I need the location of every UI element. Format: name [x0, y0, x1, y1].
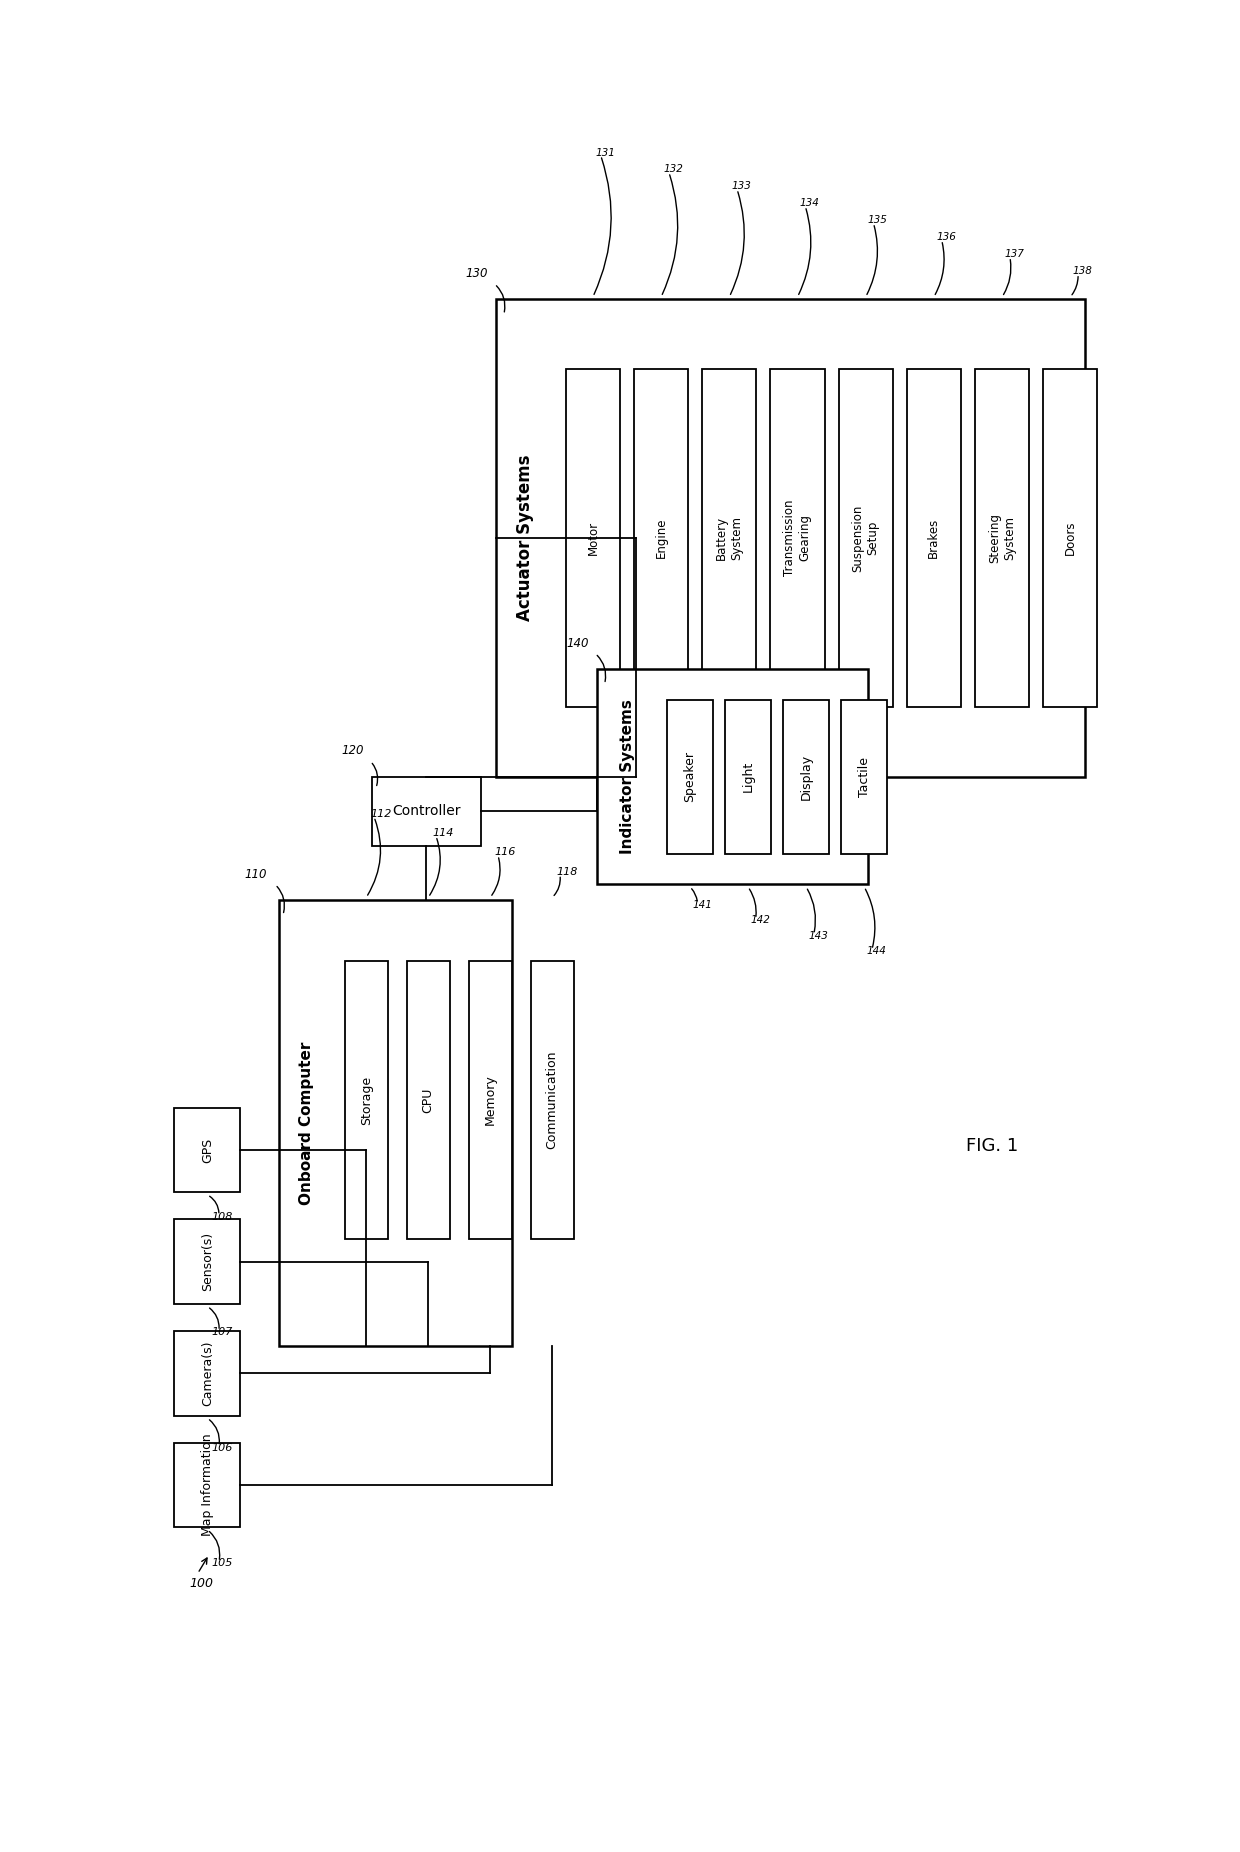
Bar [531, 961, 573, 1239]
Text: 133: 133 [732, 181, 751, 191]
Text: Onboard Computer: Onboard Computer [299, 1041, 314, 1206]
Text: 112: 112 [370, 809, 392, 819]
Text: Actuator Systems: Actuator Systems [516, 456, 534, 620]
Bar [596, 669, 868, 885]
Text: Engine: Engine [655, 519, 667, 557]
Text: Storage: Storage [360, 1076, 373, 1124]
Text: 136: 136 [936, 232, 956, 243]
Bar [841, 700, 888, 854]
Text: FIG. 1: FIG. 1 [966, 1137, 1018, 1156]
Text: Doors: Doors [1064, 520, 1076, 556]
Text: 140: 140 [567, 637, 589, 650]
Text: Motor: Motor [587, 520, 599, 556]
Text: Memory: Memory [484, 1074, 497, 1126]
Text: Display: Display [800, 754, 812, 800]
Bar [782, 700, 830, 854]
Text: Camera(s): Camera(s) [201, 1341, 213, 1406]
Text: Speaker: Speaker [683, 752, 696, 802]
Text: 100: 100 [190, 1578, 213, 1591]
Bar [496, 300, 1085, 776]
Bar [724, 700, 771, 854]
Text: CPU: CPU [422, 1087, 435, 1113]
Bar [175, 1107, 241, 1193]
Text: Battery
System: Battery System [715, 517, 743, 559]
Bar [565, 369, 620, 707]
Text: 107: 107 [211, 1328, 233, 1337]
Text: 105: 105 [211, 1558, 233, 1569]
Text: 144: 144 [867, 946, 887, 956]
Text: 120: 120 [342, 745, 365, 757]
Text: 118: 118 [556, 867, 578, 876]
Text: 106: 106 [211, 1443, 233, 1452]
Text: Sensor(s): Sensor(s) [201, 1232, 213, 1291]
Text: 137: 137 [1004, 250, 1024, 259]
Text: Controller: Controller [392, 804, 460, 819]
Text: Suspension
Setup: Suspension Setup [852, 504, 879, 572]
Bar [407, 961, 449, 1239]
Text: 142: 142 [750, 915, 770, 926]
Bar [345, 961, 387, 1239]
Bar [770, 369, 825, 707]
Text: Tactile: Tactile [858, 757, 870, 796]
Text: 138: 138 [1073, 267, 1092, 276]
Text: 116: 116 [494, 848, 516, 857]
Text: 143: 143 [808, 932, 828, 941]
Text: 110: 110 [244, 867, 268, 880]
Bar [175, 1332, 241, 1415]
Bar [667, 700, 713, 854]
Bar [702, 369, 756, 707]
Text: Brakes: Brakes [928, 519, 940, 557]
Text: 114: 114 [432, 828, 454, 839]
Text: Indicator Systems: Indicator Systems [620, 700, 635, 854]
Bar [1043, 369, 1097, 707]
Bar [469, 961, 511, 1239]
Text: 135: 135 [868, 215, 888, 226]
Text: Transmission
Gearing: Transmission Gearing [784, 500, 811, 576]
Text: Light: Light [742, 761, 754, 793]
Text: GPS: GPS [201, 1137, 213, 1163]
Bar [634, 369, 688, 707]
Bar [975, 369, 1029, 707]
Text: 132: 132 [663, 165, 683, 174]
Bar [279, 900, 511, 1346]
Bar [838, 369, 893, 707]
Bar [906, 369, 961, 707]
Bar [175, 1219, 241, 1304]
Text: 134: 134 [800, 198, 820, 209]
Text: Communication: Communication [546, 1050, 559, 1150]
Text: 130: 130 [466, 267, 489, 280]
Text: 108: 108 [211, 1211, 233, 1222]
Text: Steering
System: Steering System [988, 513, 1016, 563]
Text: 131: 131 [595, 148, 615, 157]
Text: Map Information: Map Information [201, 1433, 213, 1537]
Text: 141: 141 [692, 900, 712, 909]
Bar [372, 776, 481, 846]
Bar [175, 1443, 241, 1528]
